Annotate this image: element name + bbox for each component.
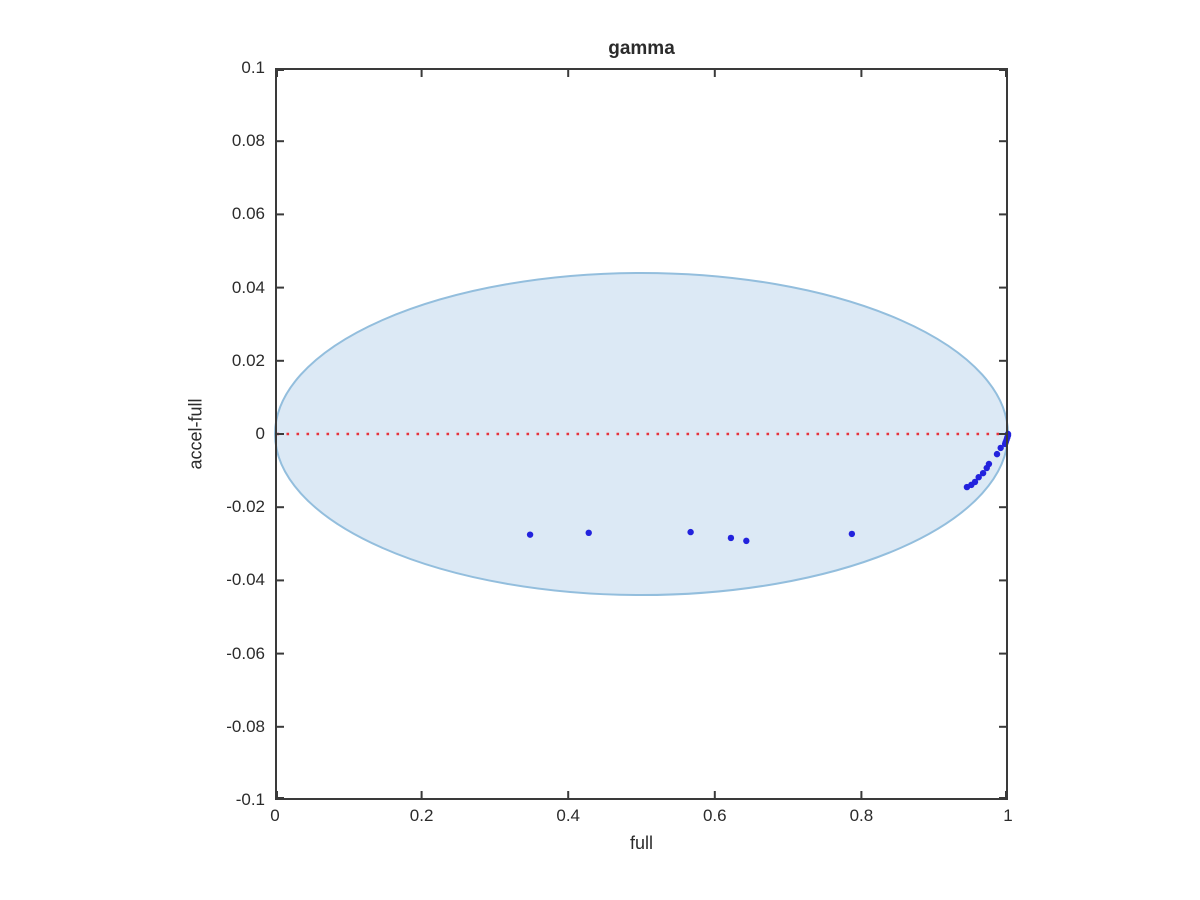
plot-area xyxy=(274,68,1012,800)
data-point xyxy=(979,469,987,477)
y-tick-label: 0.1 xyxy=(241,58,265,77)
data-point xyxy=(997,444,1004,452)
data-point xyxy=(985,460,993,468)
data-point xyxy=(585,529,592,537)
data-point xyxy=(848,530,856,538)
data-point xyxy=(727,534,735,542)
y-tick-label: -0.04 xyxy=(226,570,265,590)
x-tick-label: 0.4 xyxy=(556,806,580,825)
chart-title: gamma xyxy=(608,38,675,59)
y-axis-label: accel-full xyxy=(185,398,206,470)
y-tick-label: 0.02 xyxy=(231,350,265,370)
x-tick-label: 1 xyxy=(1003,806,1013,825)
data-point xyxy=(993,450,1001,458)
x-axis-label: full xyxy=(629,833,653,853)
y-tick-label: 0 xyxy=(255,424,265,443)
y-tick-label: -0.02 xyxy=(226,497,265,517)
y-tick-label: 0.04 xyxy=(231,277,265,297)
data-point xyxy=(687,528,694,536)
y-tick-label: 0.08 xyxy=(231,131,265,151)
y-tick-label: -0.06 xyxy=(226,643,265,663)
data-point xyxy=(975,473,982,481)
data-point xyxy=(971,478,979,486)
x-tick-label: 0.2 xyxy=(409,806,434,825)
data-point xyxy=(526,531,534,538)
x-tick-label: 0.6 xyxy=(702,806,727,825)
x-tick-label: 0.8 xyxy=(849,806,874,825)
y-tick-label: -0.08 xyxy=(226,716,265,736)
plot-canvas xyxy=(274,68,1012,800)
data-point xyxy=(743,537,750,545)
y-tick-label: -0.1 xyxy=(235,790,265,809)
x-tick-label: 0 xyxy=(270,806,280,825)
y-tick-label: 0.06 xyxy=(231,204,265,224)
